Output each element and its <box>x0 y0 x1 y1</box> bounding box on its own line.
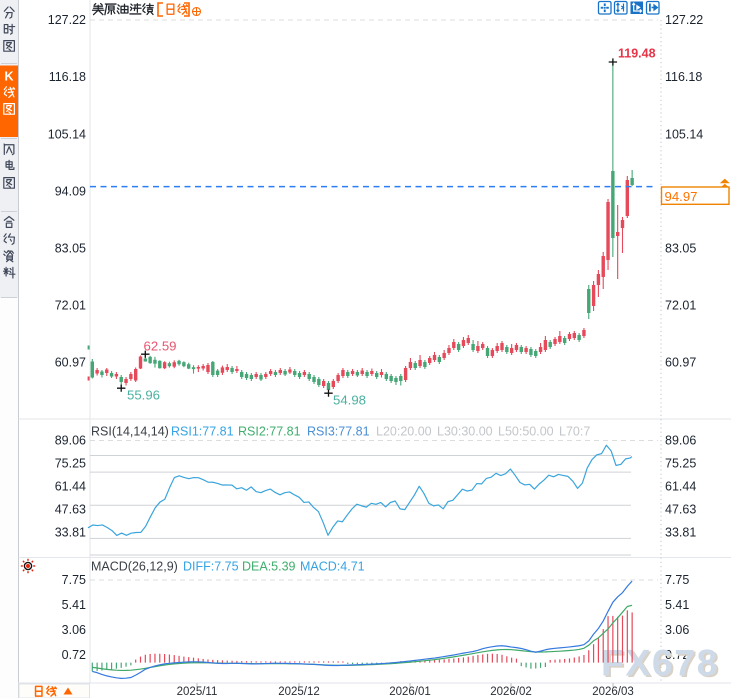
svg-text:55.96: 55.96 <box>127 388 160 403</box>
svg-text:47.63: 47.63 <box>55 502 86 516</box>
svg-text:72.01: 72.01 <box>55 299 86 313</box>
svg-text:0.72: 0.72 <box>62 648 86 662</box>
svg-text:94.09: 94.09 <box>55 184 86 198</box>
svg-text:33.81: 33.81 <box>665 525 696 539</box>
svg-text:94.97: 94.97 <box>665 189 698 204</box>
svg-text:105.14: 105.14 <box>48 127 86 141</box>
svg-text:61.44: 61.44 <box>665 480 696 494</box>
svg-text:127.22: 127.22 <box>48 13 86 27</box>
svg-text:75.25: 75.25 <box>55 457 86 471</box>
svg-text:116.18: 116.18 <box>665 70 702 84</box>
svg-text:89.06: 89.06 <box>665 434 696 448</box>
svg-text:RSI3:77.81: RSI3:77.81 <box>307 425 370 439</box>
svg-text:3.06: 3.06 <box>665 623 689 637</box>
svg-text:DEA:5.39: DEA:5.39 <box>242 560 296 574</box>
svg-text:MACD:4.71: MACD:4.71 <box>300 560 365 574</box>
svg-text:2025/12: 2025/12 <box>278 686 320 698</box>
svg-text:83.05: 83.05 <box>665 241 696 255</box>
svg-text:0.72: 0.72 <box>665 648 689 662</box>
svg-text:2026/01: 2026/01 <box>389 686 431 698</box>
svg-text:75.25: 75.25 <box>665 457 696 471</box>
svg-text:2026/03: 2026/03 <box>592 686 634 698</box>
svg-text:89.06: 89.06 <box>55 434 86 448</box>
svg-text:83.05: 83.05 <box>55 241 86 255</box>
svg-text:54.98: 54.98 <box>333 393 366 408</box>
svg-text:2026/02: 2026/02 <box>490 686 532 698</box>
svg-text:5.41: 5.41 <box>62 598 86 612</box>
svg-text:RSI2:77.81: RSI2:77.81 <box>238 425 301 439</box>
svg-text:47.63: 47.63 <box>665 502 696 516</box>
svg-text:7.75: 7.75 <box>62 573 86 587</box>
svg-text:61.44: 61.44 <box>55 480 86 494</box>
svg-text:MACD(26,12,9): MACD(26,12,9) <box>91 560 178 574</box>
svg-text:FX678: FX678 <box>601 642 719 684</box>
svg-text:72.01: 72.01 <box>665 299 696 313</box>
svg-text:119.48: 119.48 <box>618 47 656 61</box>
svg-text:2025/11: 2025/11 <box>177 686 218 698</box>
svg-text:L50:50.00: L50:50.00 <box>498 425 554 439</box>
svg-text:5.41: 5.41 <box>665 598 689 612</box>
svg-text:DIFF:7.75: DIFF:7.75 <box>183 560 239 574</box>
svg-text:105.14: 105.14 <box>665 127 703 141</box>
svg-text:L70:7: L70:7 <box>559 425 590 439</box>
svg-text:60.97: 60.97 <box>55 356 86 370</box>
svg-text:116.18: 116.18 <box>49 70 86 84</box>
svg-text:K: K <box>4 70 13 84</box>
svg-text:33.81: 33.81 <box>55 525 86 539</box>
svg-text:RSI1:77.81: RSI1:77.81 <box>171 425 234 439</box>
svg-text:3.06: 3.06 <box>62 623 86 637</box>
svg-text:RSI(14,14,14): RSI(14,14,14) <box>91 425 169 439</box>
svg-text:127.22: 127.22 <box>665 13 703 27</box>
svg-text:7.75: 7.75 <box>665 573 689 587</box>
svg-text:60.97: 60.97 <box>665 356 696 370</box>
svg-text:62.59: 62.59 <box>144 339 177 354</box>
svg-text:L20:20.00: L20:20.00 <box>376 425 432 439</box>
svg-text:L30:30.00: L30:30.00 <box>437 425 493 439</box>
